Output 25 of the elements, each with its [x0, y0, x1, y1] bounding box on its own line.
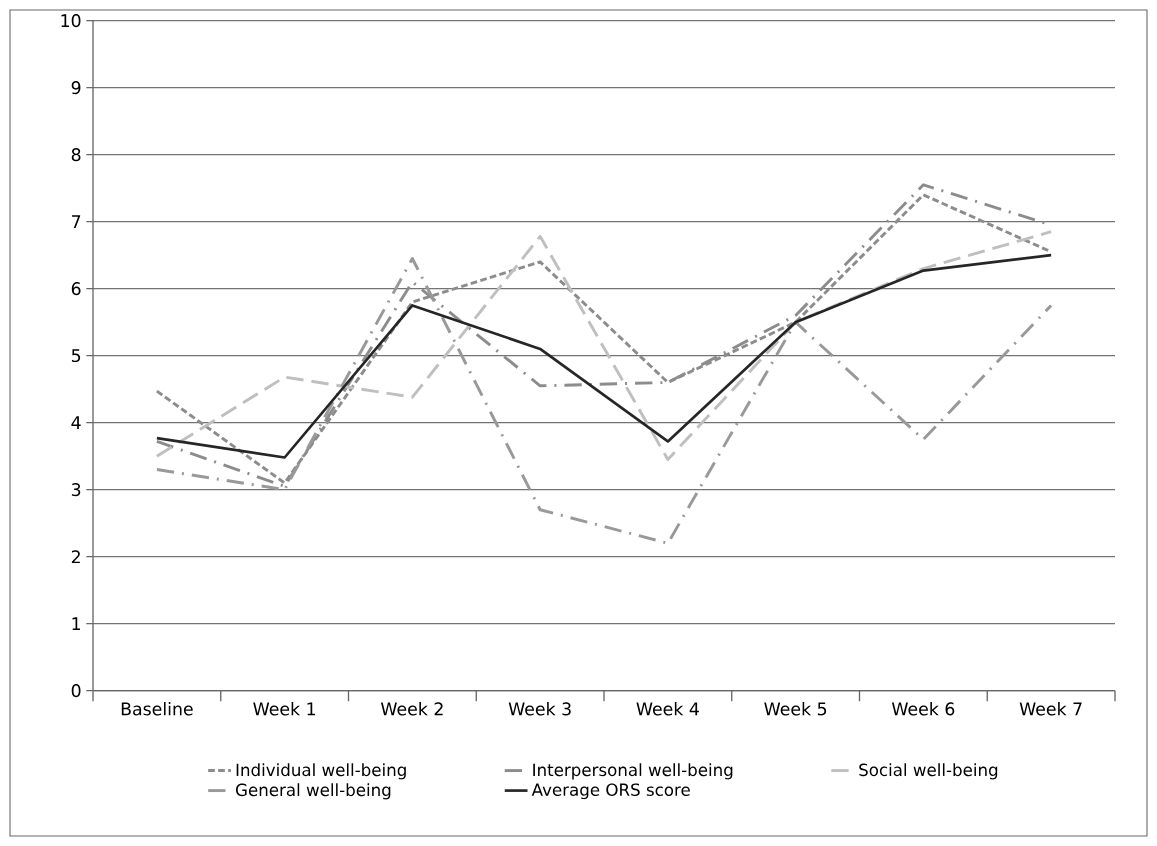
x-tick-label: Week 2: [380, 702, 443, 716]
x-tick-label: Week 3: [508, 702, 571, 716]
y-tick-label: 2: [71, 550, 80, 564]
y-tick-label: 8: [71, 148, 81, 162]
y-tick-label: 5: [71, 349, 81, 363]
legend-label: Individual well-being: [236, 763, 406, 780]
x-tick-label: Baseline: [121, 702, 193, 716]
x-tick-label: Week 7: [1019, 702, 1082, 716]
x-tick-label: Week 5: [764, 702, 827, 716]
line-series: [155, 257, 1053, 545]
y-tick-label: 6: [71, 282, 81, 296]
legend-label: Average ORS score: [531, 783, 690, 800]
y-tick-label: 3: [71, 483, 81, 497]
y-tick-label: 0: [71, 684, 81, 698]
legend-label: General well-being: [235, 783, 391, 800]
x-tick-label: Week 4: [636, 702, 699, 716]
y-tick-label: 1: [72, 617, 81, 630]
y-tick-label: 7: [72, 215, 81, 228]
legend-label: Social well-being: [859, 763, 998, 780]
legend-label: Interpersonal well-being: [533, 763, 733, 780]
y-tick-label: 9: [71, 81, 81, 95]
y-tick-label: 4: [71, 416, 81, 429]
x-tick-label: Week 6: [891, 702, 955, 716]
x-tick-label: Week 1: [253, 702, 316, 716]
y-tick-label: 10: [61, 14, 81, 28]
